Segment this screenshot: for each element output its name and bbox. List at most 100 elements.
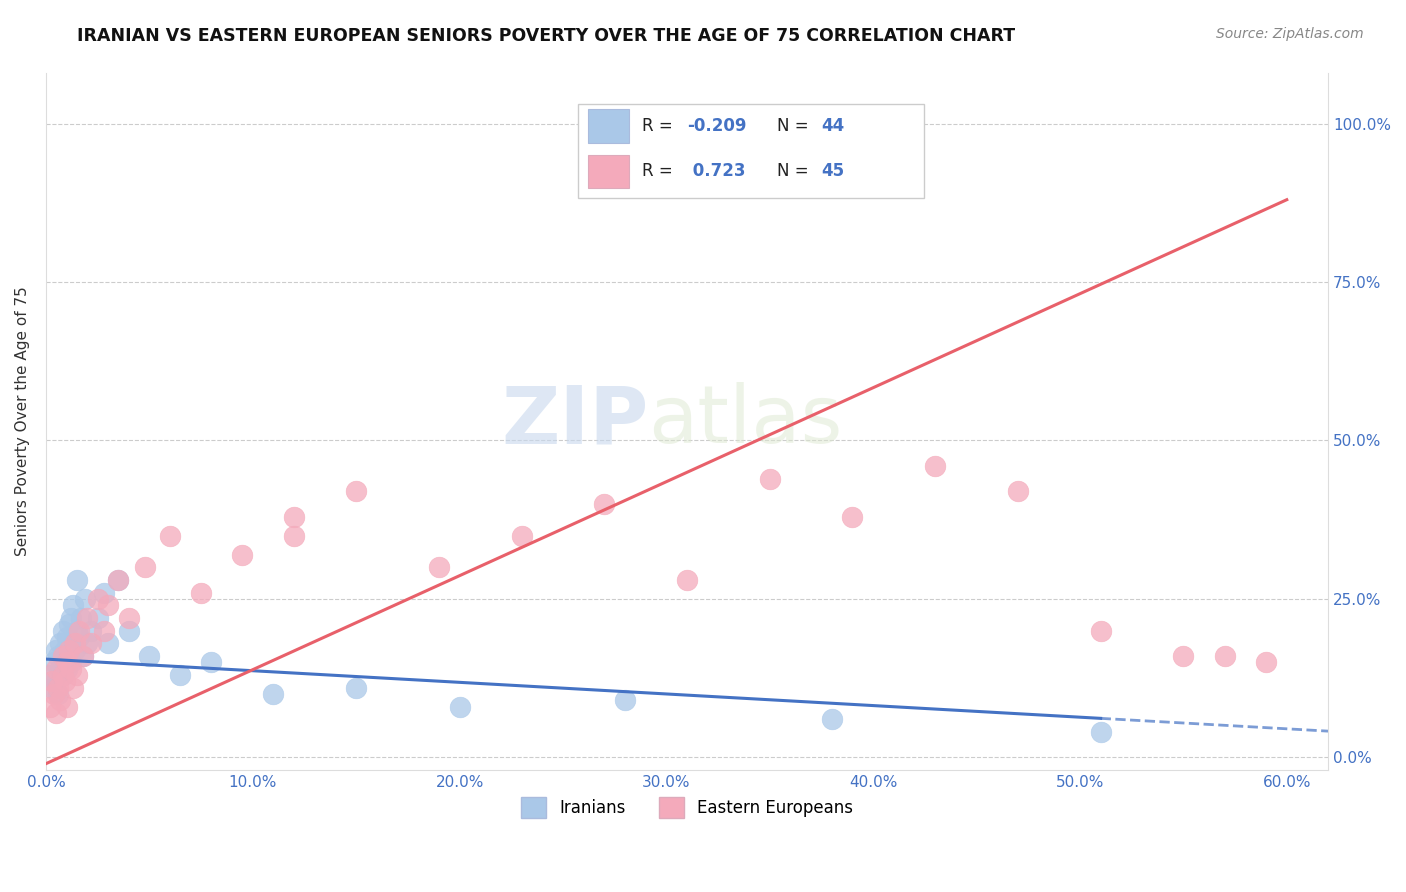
Point: [924, 458, 946, 473]
Text: 44: 44: [821, 117, 845, 135]
Point: [1254, 655, 1277, 669]
Point: [841, 509, 863, 524]
Point: [93, 585, 115, 599]
Point: [55, 655, 77, 669]
Point: [41, 674, 63, 689]
Point: [97, 599, 120, 613]
Point: [49, 662, 72, 676]
Point: [39, 699, 62, 714]
Text: ZIP: ZIP: [502, 383, 648, 460]
Text: -0.209: -0.209: [688, 117, 747, 135]
Point: [107, 573, 129, 587]
Point: [107, 573, 129, 587]
Point: [49, 636, 72, 650]
Point: [134, 560, 156, 574]
Point: [48, 681, 70, 695]
Point: [58, 642, 80, 657]
FancyBboxPatch shape: [578, 104, 924, 198]
Point: [76, 611, 98, 625]
Point: [169, 668, 191, 682]
Point: [44, 687, 66, 701]
Text: 0.723: 0.723: [688, 161, 745, 179]
Point: [72, 648, 94, 663]
Point: [67, 630, 90, 644]
Point: [283, 509, 305, 524]
Text: R =: R =: [643, 161, 678, 179]
Point: [86, 611, 108, 625]
Point: [45, 674, 67, 689]
Point: [76, 636, 98, 650]
Point: [49, 693, 72, 707]
Point: [62, 681, 84, 695]
Point: [231, 548, 253, 562]
Point: [39, 668, 62, 682]
Point: [67, 624, 90, 638]
Text: IRANIAN VS EASTERN EUROPEAN SENIORS POVERTY OVER THE AGE OF 75 CORRELATION CHART: IRANIAN VS EASTERN EUROPEAN SENIORS POVE…: [77, 27, 1015, 45]
Text: N =: N =: [776, 161, 814, 179]
Point: [48, 648, 70, 663]
Point: [45, 706, 67, 720]
Point: [58, 648, 80, 663]
Point: [118, 624, 141, 638]
Point: [190, 585, 212, 599]
Point: [118, 611, 141, 625]
Point: [593, 497, 616, 511]
Point: [59, 611, 82, 625]
Point: [53, 642, 76, 657]
Text: 45: 45: [821, 161, 845, 179]
Point: [59, 655, 82, 669]
Point: [1173, 648, 1195, 663]
Point: [62, 599, 84, 613]
Point: [51, 648, 73, 663]
Point: [1090, 725, 1112, 739]
Point: [138, 648, 160, 663]
Point: [72, 648, 94, 663]
Point: [1090, 624, 1112, 638]
Point: [262, 687, 284, 701]
Point: [1213, 648, 1236, 663]
Point: [449, 699, 471, 714]
Text: Source: ZipAtlas.com: Source: ZipAtlas.com: [1216, 27, 1364, 41]
FancyBboxPatch shape: [588, 109, 630, 143]
Point: [51, 624, 73, 638]
Point: [63, 636, 86, 650]
Point: [58, 617, 80, 632]
Point: [200, 655, 222, 669]
Point: [510, 528, 533, 542]
Point: [93, 624, 115, 638]
Point: [66, 624, 89, 638]
Point: [75, 591, 97, 606]
Point: [427, 560, 450, 574]
Y-axis label: Seniors Poverty Over the Age of 75: Seniors Poverty Over the Age of 75: [15, 286, 30, 557]
Point: [344, 681, 367, 695]
Point: [86, 591, 108, 606]
Point: [53, 655, 76, 669]
Point: [41, 681, 63, 695]
Point: [80, 624, 103, 638]
Point: [48, 687, 70, 701]
Point: [97, 636, 120, 650]
Point: [45, 642, 67, 657]
Point: [821, 712, 844, 726]
Point: [283, 528, 305, 542]
Point: [1007, 484, 1029, 499]
Point: [344, 484, 367, 499]
Point: [676, 573, 699, 587]
FancyBboxPatch shape: [588, 154, 630, 188]
Point: [63, 642, 86, 657]
Point: [55, 662, 77, 676]
Point: [66, 573, 89, 587]
Point: [59, 662, 82, 676]
Point: [53, 674, 76, 689]
Point: [51, 668, 73, 682]
Point: [614, 693, 637, 707]
Point: [66, 668, 89, 682]
Point: [44, 655, 66, 669]
Point: [70, 611, 93, 625]
Point: [62, 636, 84, 650]
Point: [80, 636, 103, 650]
Point: [45, 662, 67, 676]
Point: [159, 528, 181, 542]
Point: [758, 471, 780, 485]
Point: [55, 630, 77, 644]
